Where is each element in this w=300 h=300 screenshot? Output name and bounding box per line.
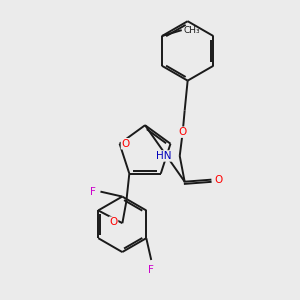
Text: O: O xyxy=(178,127,187,137)
Text: O: O xyxy=(214,175,223,185)
Text: O: O xyxy=(122,139,130,149)
Text: O: O xyxy=(109,217,118,227)
Text: HN: HN xyxy=(156,151,172,161)
Text: CH₃: CH₃ xyxy=(184,26,200,34)
Text: F: F xyxy=(90,187,95,196)
Text: F: F xyxy=(148,265,154,275)
